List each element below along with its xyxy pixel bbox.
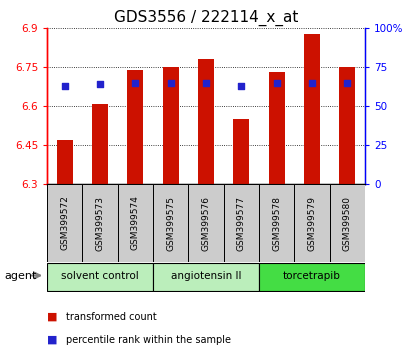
- Text: GSM399576: GSM399576: [201, 195, 210, 251]
- Bar: [153, 263, 258, 291]
- Bar: [153, 184, 188, 262]
- Text: solvent control: solvent control: [61, 272, 139, 281]
- Text: percentile rank within the sample: percentile rank within the sample: [65, 335, 230, 345]
- Bar: [339, 67, 354, 184]
- Text: agent: agent: [4, 270, 36, 280]
- Bar: [188, 184, 223, 262]
- Text: ■: ■: [47, 335, 58, 345]
- Point: [273, 80, 279, 86]
- Text: GSM399580: GSM399580: [342, 195, 351, 251]
- Bar: [223, 184, 258, 262]
- Text: GSM399574: GSM399574: [130, 195, 139, 251]
- Bar: [92, 104, 108, 184]
- Text: GSM399577: GSM399577: [236, 195, 245, 251]
- Point: [61, 83, 68, 89]
- Bar: [47, 263, 153, 291]
- Point: [238, 83, 244, 89]
- Text: angiotensin II: angiotensin II: [171, 272, 240, 281]
- Bar: [198, 59, 213, 184]
- Bar: [329, 184, 364, 262]
- Point: [308, 80, 315, 86]
- Bar: [117, 184, 153, 262]
- Bar: [57, 140, 72, 184]
- Text: GSM399572: GSM399572: [60, 195, 69, 251]
- Text: torcetrapib: torcetrapib: [282, 272, 340, 281]
- Bar: [162, 67, 178, 184]
- Text: GSM399573: GSM399573: [95, 195, 104, 251]
- Bar: [294, 184, 329, 262]
- Point: [343, 80, 350, 86]
- Text: GSM399578: GSM399578: [272, 195, 281, 251]
- Bar: [127, 70, 143, 184]
- Point: [202, 80, 209, 86]
- Text: GSM399575: GSM399575: [166, 195, 175, 251]
- Point: [132, 80, 138, 86]
- Bar: [47, 184, 82, 262]
- Bar: [233, 119, 249, 184]
- Bar: [303, 34, 319, 184]
- Text: ■: ■: [47, 312, 58, 322]
- Title: GDS3556 / 222114_x_at: GDS3556 / 222114_x_at: [114, 9, 297, 25]
- Bar: [268, 73, 284, 184]
- Text: GSM399579: GSM399579: [307, 195, 316, 251]
- Bar: [82, 184, 117, 262]
- Point: [167, 80, 173, 86]
- Point: [97, 81, 103, 87]
- Text: transformed count: transformed count: [65, 312, 156, 322]
- Bar: [258, 184, 294, 262]
- Bar: [258, 263, 364, 291]
